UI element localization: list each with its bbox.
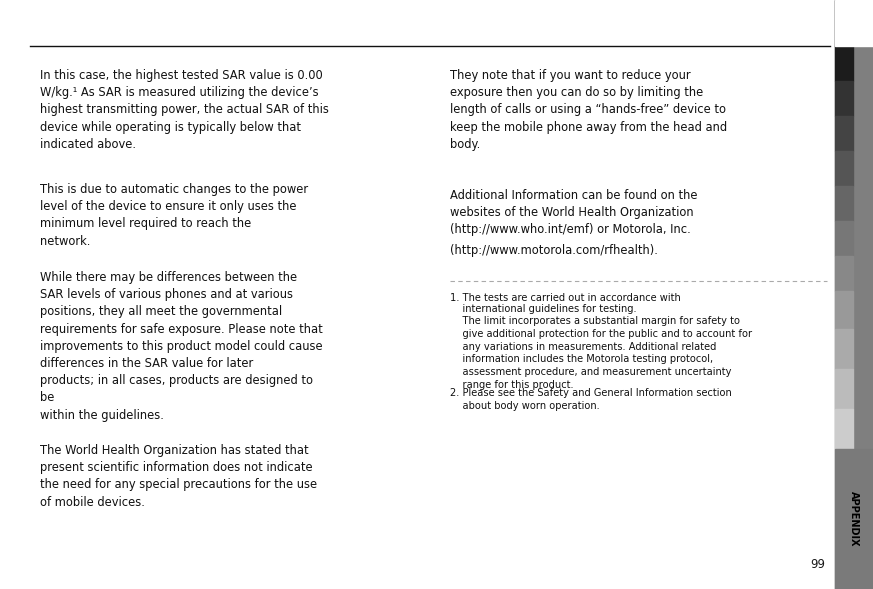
Bar [835,291,853,329]
Text: APPENDIX: APPENDIX [849,491,859,547]
Text: The limit incorporates a substantial margin for safety to
    give additional pr: The limit incorporates a substantial mar… [450,316,753,390]
Bar [835,186,853,221]
Text: The World Health Organization has stated that
present scientific information doe: The World Health Organization has stated… [40,444,317,508]
Text: Additional Information can be found on the
websites of the World Health Organiza: Additional Information can be found on t… [450,189,698,236]
Bar [835,116,853,151]
Text: 2. Please see the Safety and General Information section
    about body worn ope: 2. Please see the Safety and General Inf… [450,388,732,411]
Bar [835,449,873,589]
Bar [835,256,853,291]
Bar [835,151,853,186]
Text: In this case, the highest tested SAR value is 0.00
W/kg.¹ As SAR is measured uti: In this case, the highest tested SAR val… [40,69,329,151]
Bar [835,0,873,46]
Bar [835,409,853,449]
Text: They note that if you want to reduce your
exposure then you can do so by limitin: They note that if you want to reduce you… [450,69,727,151]
Bar [835,46,853,81]
Bar [835,369,853,409]
Bar [835,329,853,369]
Bar [835,0,853,46]
Text: While there may be differences between the
SAR levels of various phones and at v: While there may be differences between t… [40,271,323,422]
Bar [835,81,853,116]
Text: 99: 99 [810,558,825,571]
Bar [835,221,853,256]
Bar [835,0,873,589]
Text: 1. The tests are carried out in accordance with: 1. The tests are carried out in accordan… [450,293,681,303]
Text: This is due to automatic changes to the power
level of the device to ensure it o: This is due to automatic changes to the … [40,183,308,247]
Text: (http://www.motorola.com/rfhealth).: (http://www.motorola.com/rfhealth). [450,244,658,257]
Text: international guidelines for testing.: international guidelines for testing. [450,304,636,314]
